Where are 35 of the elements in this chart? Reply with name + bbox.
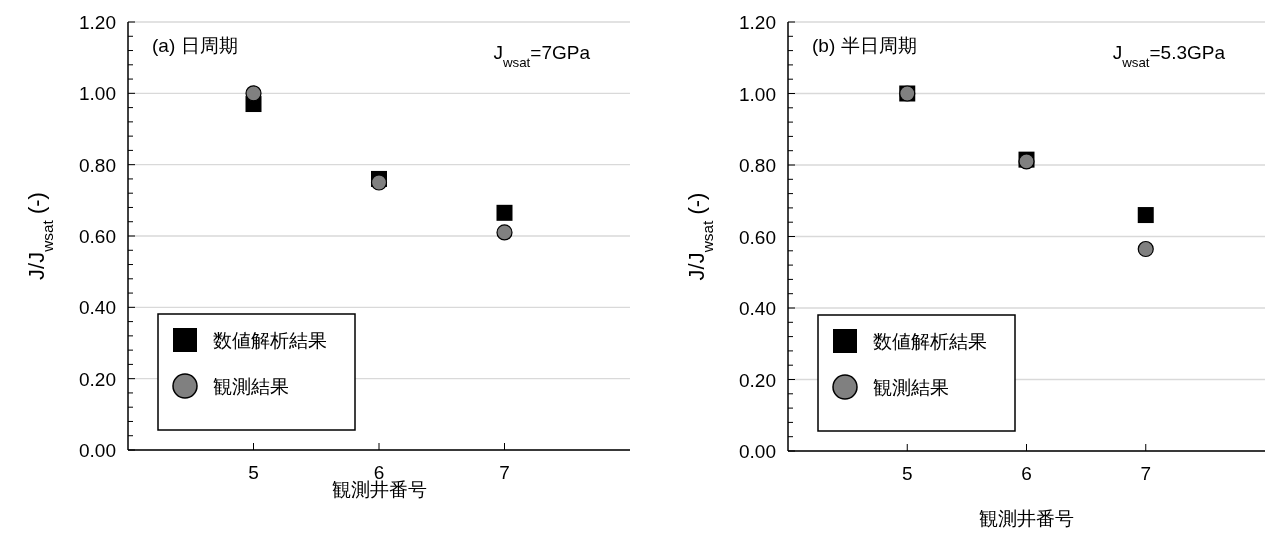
y-tick-label: 0.80 <box>79 154 116 176</box>
point <box>1137 240 1154 258</box>
x-tick-label: 5 <box>248 462 259 483</box>
y-tick-label: 0.80 <box>739 155 776 176</box>
y-tick-label: 0.00 <box>739 441 776 462</box>
y-tick-label: 1.20 <box>739 12 776 33</box>
y-tick-label: 1.00 <box>79 83 116 105</box>
y-tick-label: 1.20 <box>79 12 116 33</box>
y-tick-label: 0.40 <box>79 297 116 319</box>
y-tick-label: 0.40 <box>739 298 776 319</box>
y-tick-label: 0.20 <box>739 369 776 391</box>
x-tick-label: 7 <box>1140 463 1152 484</box>
annotation: (a) 日周期 <box>152 35 238 56</box>
y-tick-label: 0.60 <box>79 226 116 247</box>
y-tick-label: 1.00 <box>739 83 776 105</box>
point <box>496 224 513 241</box>
annotation: (b) 半日周期 <box>812 35 917 56</box>
point <box>370 174 388 191</box>
annotation: J$_{wsat}$=5.3GPa <box>1112 42 1226 70</box>
x-tick-label: 6 <box>1021 463 1032 484</box>
legend-label: 数値解析結果 <box>213 330 327 351</box>
x-axis-title: 観測井番号 <box>979 508 1074 529</box>
legend-label: 観測結果 <box>873 377 949 398</box>
point <box>1137 207 1154 224</box>
legend-label: 観測結果 <box>213 376 289 397</box>
point <box>496 204 513 221</box>
x-tick-label: 5 <box>901 463 913 484</box>
y-tick-label: 0.20 <box>79 368 116 390</box>
y-tick-label: 0.00 <box>79 440 116 461</box>
annotation: J$_{wsat}$=7GPa <box>493 42 591 70</box>
point <box>245 85 262 102</box>
legend-label: 数値解析結果 <box>873 331 987 352</box>
y-tick-label: 0.60 <box>739 226 776 248</box>
x-axis-title: 観測井番号 <box>331 479 427 500</box>
x-tick-label: 7 <box>499 462 510 483</box>
